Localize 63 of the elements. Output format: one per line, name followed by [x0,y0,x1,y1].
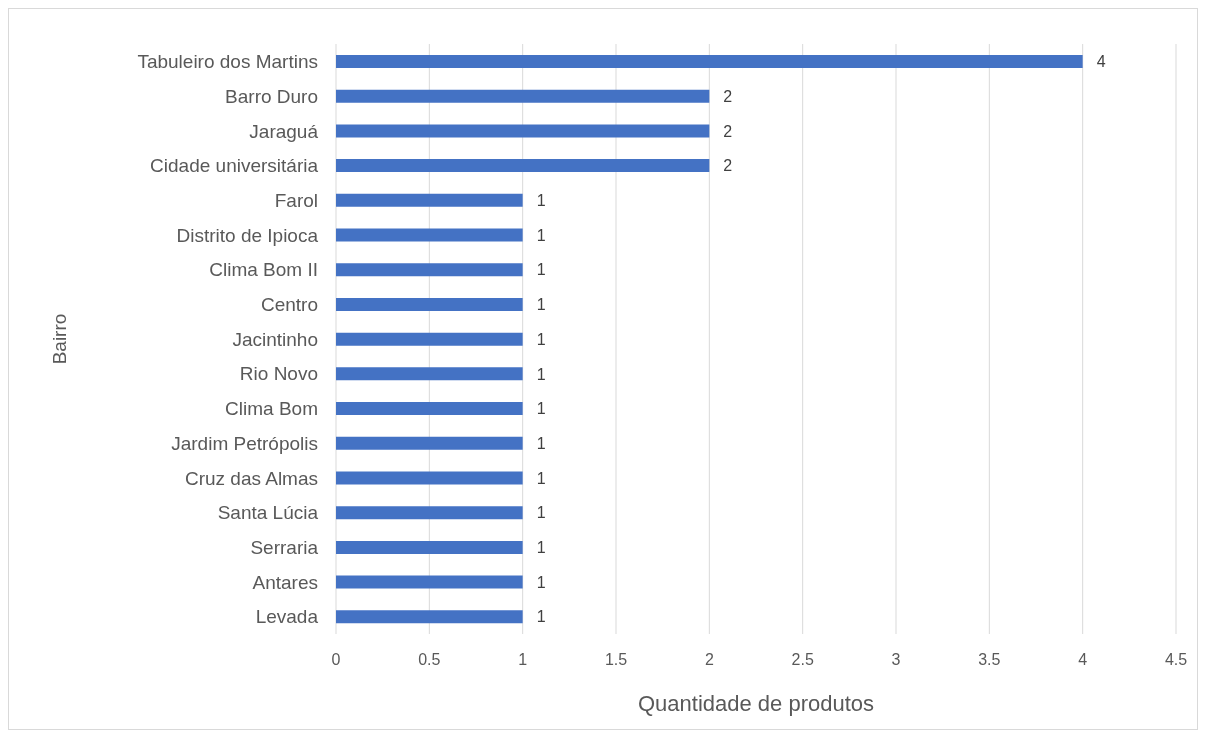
x-tick-label: 0.5 [418,651,441,669]
bar [336,228,523,242]
data-label: 2 [723,122,733,140]
y-tick-label: Serraria [250,536,319,558]
bar [336,89,710,103]
data-label: 1 [536,192,546,209]
x-tick-label: 1 [518,651,528,669]
x-tick-label: 2.5 [791,651,814,669]
y-tick-label: Tabuleiro dos Martins [137,51,318,73]
y-tick-label: Jardim Petrópolis [171,432,318,454]
bar [336,297,523,311]
data-label: 4 [1096,53,1106,71]
x-tick-label: 4 [1078,651,1088,669]
bar [336,159,710,173]
bar [336,124,710,138]
bar [336,610,523,624]
data-label: 1 [536,469,546,487]
data-label: 1 [536,504,546,522]
bar [336,471,523,485]
y-tick-label: Clima Bom [225,398,318,420]
bar [336,575,523,589]
y-tick-label: Distrito de Ipioca [176,224,319,246]
data-label: 1 [536,608,546,626]
data-label: 1 [536,330,546,348]
y-tick-label: Clima Bom II [209,259,318,281]
data-label: 2 [723,157,733,175]
data-label: 1 [536,539,546,557]
bar [336,402,523,416]
y-tick-label: Centro [260,294,318,316]
x-tick-label: 0 [331,651,341,669]
bar [336,506,523,520]
data-label: 1 [536,261,546,279]
y-tick-label: Cidade universitária [150,155,319,177]
bar [336,540,523,554]
y-tick-label: Barro Duro [225,85,318,107]
y-tick-label: Jaraguá [249,120,319,142]
bar [336,367,523,381]
x-axis-title: Quantidade de produtos [637,691,875,716]
x-tick-label: 3 [891,651,901,669]
x-tick-label: 3.5 [978,651,1001,669]
y-tick-label: Antares [252,571,318,593]
data-label: 2 [723,87,733,105]
data-label: 1 [536,434,546,452]
data-label: 1 [536,226,546,244]
data-label: 1 [536,365,546,383]
bar [336,193,523,207]
y-tick-label: Levada [255,606,319,628]
y-tick-label: Jacintinho [232,328,318,350]
x-tick-label: 1.5 [604,651,628,669]
y-tick-label: Rio Novo [239,363,318,385]
y-axis-title: Bairro [48,313,70,365]
data-label: 1 [536,296,546,314]
bar [336,263,523,277]
bar [336,55,1083,68]
x-tick-label: 2 [704,651,714,669]
data-label: 1 [536,400,546,418]
y-tick-label: Santa Lúcia [217,502,319,524]
bar [336,332,523,346]
x-tick-label: 4.5 [1164,651,1188,669]
y-tick-label: Cruz das Almas [184,467,318,489]
y-tick-label: Farol [274,189,318,211]
data-label: 1 [536,573,546,591]
bar [336,436,523,450]
